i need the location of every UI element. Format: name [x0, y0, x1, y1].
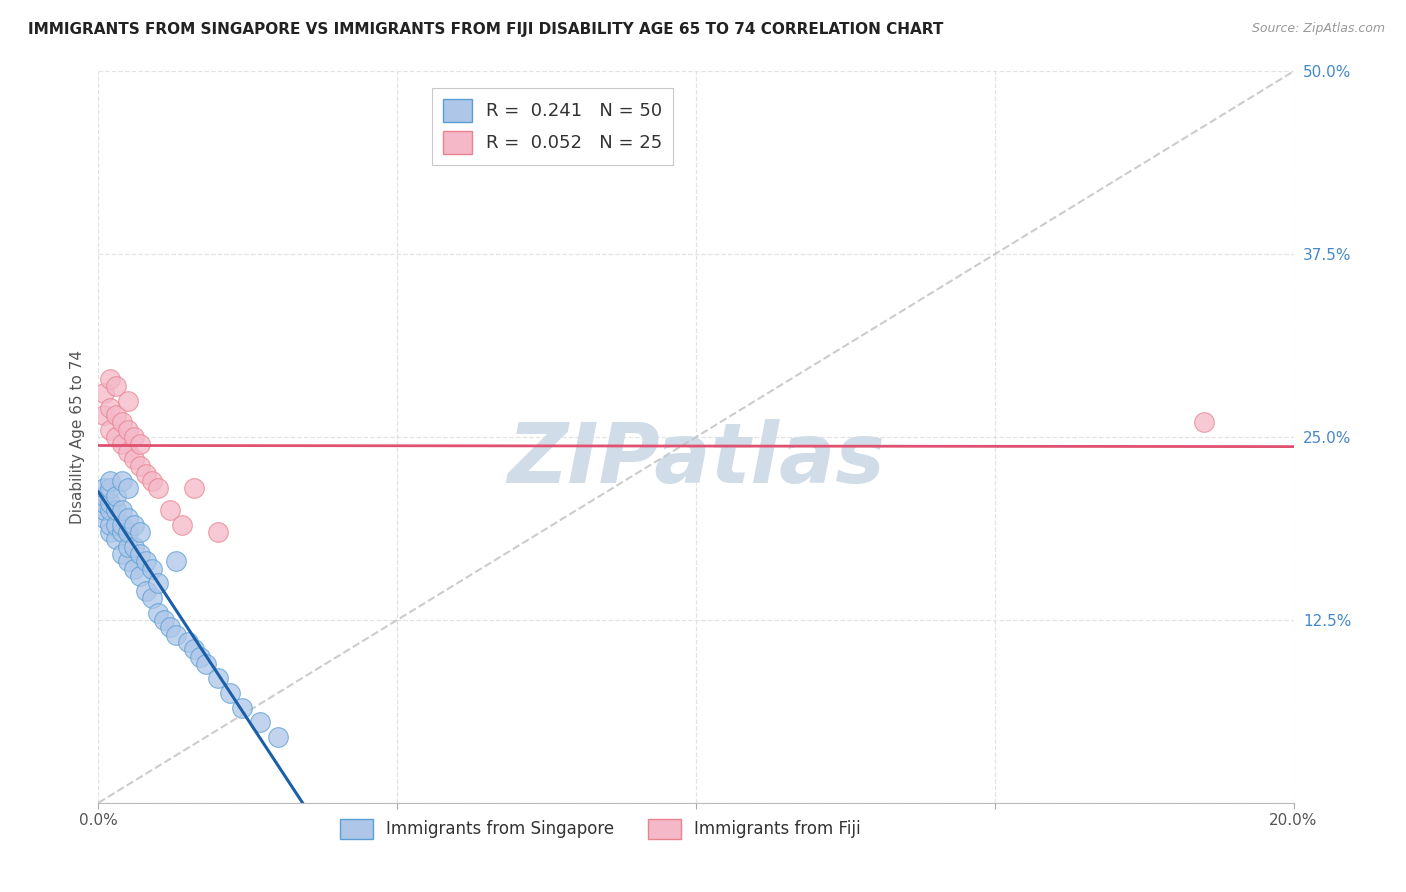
Point: [129, 437, 152, 451]
Point: [117, 481, 139, 495]
Point: [117, 423, 139, 437]
Text: ZIPatlas: ZIPatlas: [508, 418, 884, 500]
Point: [111, 517, 134, 532]
Point: [1192, 416, 1215, 430]
Point: [249, 715, 271, 730]
Point: [117, 393, 139, 408]
Point: [98, 517, 122, 532]
Text: IMMIGRANTS FROM SINGAPORE VS IMMIGRANTS FROM FIJI DISABILITY AGE 65 TO 74 CORREL: IMMIGRANTS FROM SINGAPORE VS IMMIGRANTS …: [28, 22, 943, 37]
Point: [117, 525, 139, 540]
Point: [267, 730, 290, 744]
Point: [105, 503, 128, 517]
Point: [165, 627, 187, 641]
Point: [135, 583, 157, 598]
Point: [93, 489, 115, 503]
Legend: Immigrants from Singapore, Immigrants from Fiji: Immigrants from Singapore, Immigrants fr…: [333, 812, 868, 846]
Point: [135, 554, 157, 568]
Point: [111, 416, 134, 430]
Point: [93, 481, 115, 495]
Point: [111, 437, 134, 451]
Point: [93, 496, 115, 510]
Point: [172, 517, 194, 532]
Point: [111, 503, 134, 517]
Point: [105, 489, 128, 503]
Point: [141, 591, 163, 605]
Point: [129, 459, 152, 474]
Point: [124, 517, 146, 532]
Point: [98, 371, 122, 385]
Point: [148, 576, 170, 591]
Point: [105, 517, 128, 532]
Point: [105, 533, 128, 547]
Point: [177, 635, 200, 649]
Point: [105, 408, 128, 422]
Point: [141, 474, 163, 488]
Point: [98, 481, 122, 495]
Point: [111, 547, 134, 561]
Point: [98, 423, 122, 437]
Point: [117, 554, 139, 568]
Point: [117, 510, 139, 524]
Point: [207, 672, 229, 686]
Text: Source: ZipAtlas.com: Source: ZipAtlas.com: [1251, 22, 1385, 36]
Point: [124, 430, 146, 444]
Point: [219, 686, 242, 700]
Point: [148, 606, 170, 620]
Point: [165, 554, 187, 568]
Point: [98, 496, 122, 510]
Point: [207, 525, 229, 540]
Point: [129, 569, 152, 583]
Point: [111, 525, 134, 540]
Point: [117, 540, 139, 554]
Point: [93, 386, 115, 401]
Point: [129, 525, 152, 540]
Point: [124, 452, 146, 467]
Point: [159, 503, 181, 517]
Point: [231, 700, 253, 714]
Point: [93, 408, 115, 422]
Point: [183, 481, 205, 495]
Point: [105, 379, 128, 393]
Point: [195, 657, 218, 671]
Point: [153, 613, 176, 627]
Point: [135, 467, 157, 481]
Point: [159, 620, 181, 634]
Point: [93, 510, 115, 524]
Point: [98, 474, 122, 488]
Point: [148, 481, 170, 495]
Point: [188, 649, 211, 664]
Point: [98, 525, 122, 540]
Point: [111, 474, 134, 488]
Y-axis label: Disability Age 65 to 74: Disability Age 65 to 74: [69, 350, 84, 524]
Point: [141, 562, 163, 576]
Point: [124, 562, 146, 576]
Point: [183, 642, 205, 657]
Point: [93, 503, 115, 517]
Point: [129, 547, 152, 561]
Point: [105, 430, 128, 444]
Point: [124, 540, 146, 554]
Point: [98, 503, 122, 517]
Point: [98, 401, 122, 415]
Point: [117, 444, 139, 458]
